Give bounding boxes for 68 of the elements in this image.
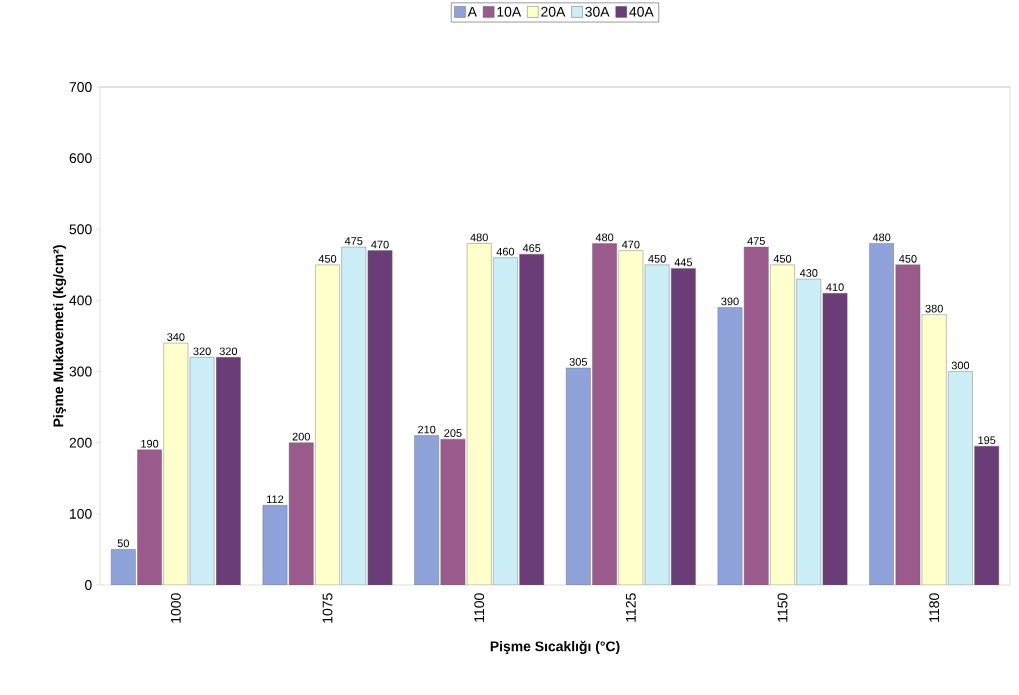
y-tick-label: 300 <box>69 366 92 377</box>
bar <box>948 371 973 585</box>
y-tick-label: 100 <box>70 508 92 519</box>
bar <box>367 250 393 585</box>
x-axis-title: Pişme Sıcaklığı (°C) <box>490 640 620 655</box>
data-label: 475 <box>344 237 363 245</box>
y-tick-label: 600 <box>69 153 92 164</box>
x-tick-label: 1150 <box>777 593 788 622</box>
y-tick-label: 500 <box>69 224 92 235</box>
data-label: 475 <box>747 237 765 245</box>
bar <box>189 357 215 585</box>
bar <box>216 357 241 585</box>
y-tick-label: 400 <box>69 295 92 306</box>
data-label: 480 <box>595 233 614 242</box>
data-label: 112 <box>267 495 284 504</box>
bar <box>341 246 367 585</box>
data-label: 430 <box>799 269 818 277</box>
bar <box>414 435 439 585</box>
legend-label: 40A <box>629 6 654 17</box>
data-label: 320 <box>219 347 238 356</box>
data-label: 380 <box>925 304 943 313</box>
y-tick-label: 200 <box>69 437 92 448</box>
bar <box>974 446 1000 585</box>
data-label: 195 <box>978 436 996 445</box>
bar <box>671 268 696 585</box>
bar <box>822 293 848 585</box>
bar <box>869 243 894 585</box>
y-tick-label: 0 <box>85 580 92 590</box>
data-label: 450 <box>899 254 917 263</box>
data-label: 480 <box>470 233 488 242</box>
data-label: 320 <box>193 347 211 356</box>
data-label: 340 <box>167 333 185 341</box>
x-tick-label: 1180 <box>929 593 940 622</box>
data-label: 450 <box>648 254 666 263</box>
y-tick-label: 700 <box>69 82 92 92</box>
data-label: 450 <box>318 254 337 263</box>
data-label: 470 <box>371 240 389 249</box>
x-tick-label: 1075 <box>322 593 333 623</box>
data-label: 300 <box>951 361 970 370</box>
bar <box>493 257 518 585</box>
data-label: 210 <box>418 425 436 434</box>
data-label: 50 <box>117 539 129 548</box>
bar <box>644 264 670 585</box>
bar <box>717 307 743 585</box>
legend-label: 30A <box>585 6 610 17</box>
data-label: 305 <box>569 358 587 366</box>
x-tick-label: 1000 <box>170 593 181 623</box>
data-label: 410 <box>826 283 844 292</box>
data-label: 450 <box>773 254 792 263</box>
bar <box>519 253 545 585</box>
data-label: 190 <box>141 439 159 448</box>
bar <box>565 367 591 585</box>
data-label: 390 <box>721 297 739 306</box>
y-axis-title: Pişme Mukavemeti (kg/cm²) <box>53 245 67 427</box>
data-label: 445 <box>674 258 693 267</box>
data-label: 480 <box>872 233 891 242</box>
data-label: 470 <box>621 240 640 249</box>
x-tick-label: 1125 <box>625 593 636 622</box>
x-tick-label: 1100 <box>474 593 485 622</box>
bar <box>796 278 822 585</box>
legend-label: A <box>467 6 477 17</box>
data-label: 205 <box>444 429 462 437</box>
bar <box>110 549 136 585</box>
data-label: 200 <box>292 432 310 441</box>
data-label: 465 <box>522 244 541 252</box>
legend-label: 10A <box>497 6 522 17</box>
data-label: 460 <box>496 247 515 256</box>
legend-label: 20A <box>541 6 566 17</box>
